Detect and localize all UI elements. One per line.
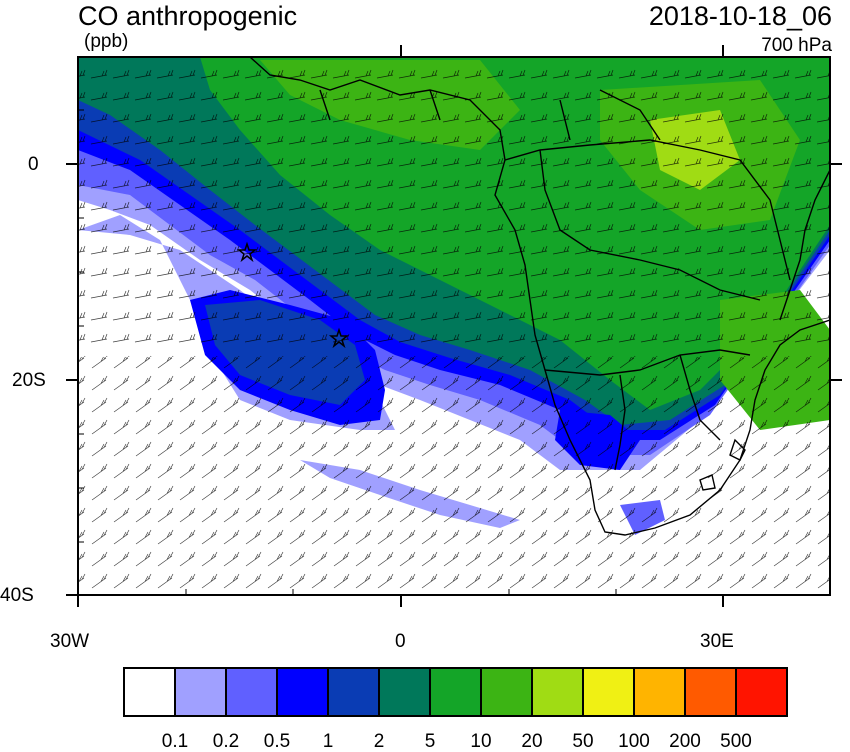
colorbar-box (633, 667, 686, 717)
units-label: (ppb) (84, 31, 129, 52)
star-marker (328, 327, 350, 349)
star-marker (236, 241, 258, 263)
colorbar-box (582, 667, 635, 717)
colorbar-label: 5 (424, 731, 436, 752)
plot-title: CO anthropogenic (78, 1, 298, 31)
lon-label: 30W (50, 631, 90, 652)
colorbar-box (378, 667, 431, 717)
colorbar-label: 20 (521, 731, 543, 752)
colorbar-label: 200 (669, 731, 701, 752)
colorbar-box (531, 667, 584, 717)
colorbar-box (327, 667, 380, 717)
colorbar-label: 0.1 (161, 731, 189, 752)
colorbar-box (123, 667, 176, 717)
lon-label: 0 (395, 631, 406, 652)
valid-time: 2018-10-18_06 (648, 1, 832, 31)
axis-ticks (66, 45, 842, 607)
lat-label: 0 (28, 154, 39, 175)
colorbar-label: 0.2 (212, 731, 240, 752)
colorbar-box (174, 667, 227, 717)
colorbar-label: 100 (618, 731, 650, 752)
colorbar-label: 0.5 (263, 731, 291, 752)
colorbar-box (735, 667, 788, 717)
colorbar-box (684, 667, 737, 717)
colorbar-label: 1 (322, 731, 334, 752)
colorbar-box (480, 667, 533, 717)
colorbar-box (429, 667, 482, 717)
colorbar (123, 667, 788, 717)
colorbar-label: 10 (470, 731, 492, 752)
co-concentration-field (78, 57, 830, 595)
lat-label: 40S (0, 585, 34, 606)
lat-label: 20S (12, 370, 46, 391)
lon-label: 30E (700, 631, 734, 652)
colorbar-box (276, 667, 329, 717)
station-markers (236, 241, 350, 349)
coastlines-borders (249, 57, 830, 536)
colorbar-label: 2 (373, 731, 385, 752)
pressure-level: 700 hPa (761, 35, 832, 56)
colorbar-label: 500 (720, 731, 752, 752)
colorbar-box (225, 667, 278, 717)
colorbar-label: 50 (572, 731, 594, 752)
